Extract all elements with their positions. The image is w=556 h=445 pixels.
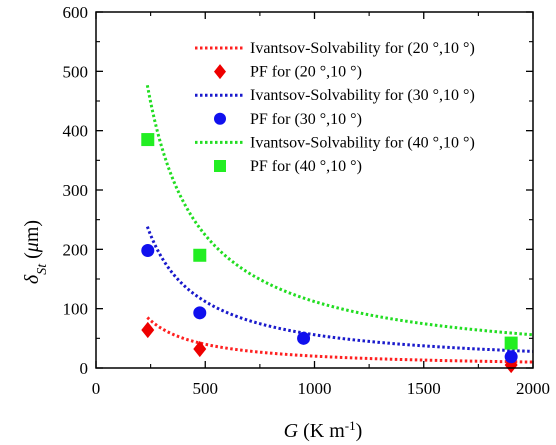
legend-label: Ivantsov-Solvability for (30 °,10 °) <box>250 87 475 104</box>
y-axis-label-italic: δ <box>21 274 43 284</box>
y-axis-label-sub: St <box>35 263 50 275</box>
point-circle <box>504 350 518 364</box>
y-axis-label-end: m) <box>21 220 43 242</box>
point-diamond <box>141 321 155 339</box>
x-axis-label-end: ) <box>356 420 363 442</box>
x-tick-label: 0 <box>92 379 101 398</box>
curve-3 <box>145 84 534 337</box>
point-circle <box>141 244 155 258</box>
legend-marker-swatch <box>214 64 226 80</box>
y-tick-label: 200 <box>63 240 89 259</box>
x-axis-label-sup: -1 <box>345 418 356 433</box>
y-axis-label-mu: μ <box>21 242 43 253</box>
y-tick-label: 400 <box>63 122 89 141</box>
legend-label: PF for (20 °,10 °) <box>250 64 362 81</box>
x-axis-label-main: (K m <box>298 420 345 442</box>
point-circle <box>297 331 311 345</box>
fit-curves <box>145 84 534 364</box>
legend-label: PF for (30 °,10 °) <box>250 111 362 128</box>
point-circle <box>193 306 207 320</box>
legend-marker-swatch <box>214 112 226 125</box>
tick-labels: 0 500 1000 1500 2000 0 100 200 300 400 500 600 <box>63 3 551 398</box>
legend-label: Ivantsov-Solvability for (40 °,10 °) <box>250 134 475 151</box>
y-tick-label: 600 <box>63 3 89 22</box>
curve-2 <box>145 226 534 353</box>
x-axis-label: G (K m-1) <box>284 418 363 443</box>
legend-label: Ivantsov-Solvability for (20 °,10 °) <box>250 40 475 57</box>
point-square <box>141 133 155 147</box>
y-axis-label: δSt (μm) <box>21 220 50 284</box>
x-axis-label-italic: G <box>284 420 299 442</box>
y-tick-label: 300 <box>63 181 89 200</box>
legend-marker-swatch <box>214 160 226 172</box>
x-tick-label: 1500 <box>407 379 441 398</box>
x-tick-label: 2000 <box>516 379 550 398</box>
y-tick-label: 500 <box>63 62 89 81</box>
plot-frame <box>95 11 534 369</box>
point-square <box>504 336 518 350</box>
legend: Ivantsov-Solvability for (20 °,10 °) PF f… <box>195 40 475 175</box>
y-axis-label-main: ( <box>21 252 43 264</box>
y-tick-label: 0 <box>80 359 89 378</box>
y-tick-label: 100 <box>63 300 89 319</box>
legend-label: PF for (40 °,10 °) <box>250 158 362 175</box>
point-diamond <box>193 340 207 358</box>
curve-1 <box>146 316 534 364</box>
point-square <box>193 248 207 262</box>
data-points <box>141 133 518 374</box>
x-tick-label: 1000 <box>298 379 332 398</box>
x-tick-label: 500 <box>193 379 219 398</box>
